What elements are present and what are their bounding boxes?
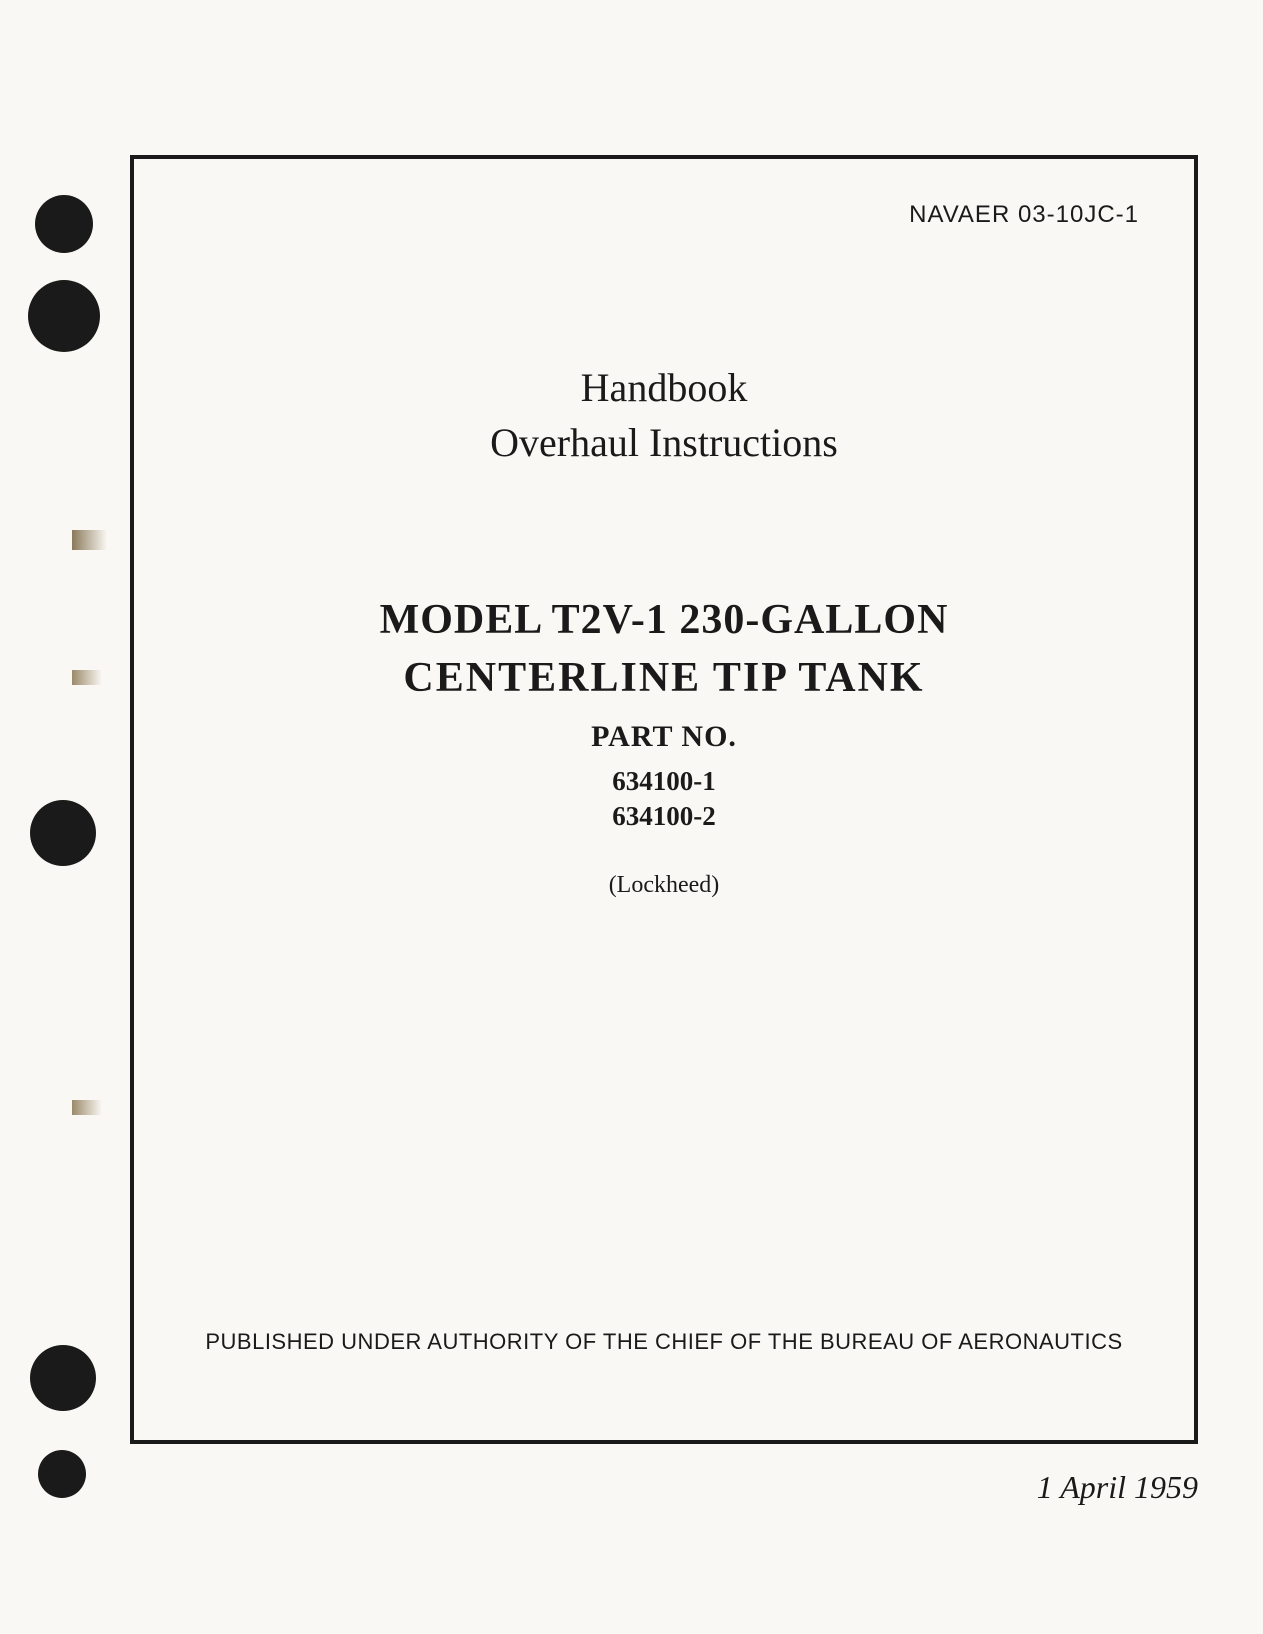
publication-date: 1 April 1959	[1037, 1469, 1198, 1506]
punch-hole-icon	[30, 1345, 96, 1411]
title-overhaul: Overhaul Instructions	[194, 419, 1134, 466]
punch-hole-icon	[38, 1450, 86, 1498]
title-handbook: Handbook	[194, 364, 1134, 411]
authority-statement: PUBLISHED UNDER AUTHORITY OF THE CHIEF O…	[134, 1329, 1194, 1355]
model-line-2: CENTERLINE TIP TANK	[194, 654, 1134, 702]
model-section: MODEL T2V-1 230-GALLON CENTERLINE TIP TA…	[194, 596, 1134, 899]
manufacturer: (Lockheed)	[194, 872, 1134, 899]
model-line-1: MODEL T2V-1 230-GALLON	[194, 596, 1134, 644]
part-number-1: 634100-1	[194, 766, 1134, 797]
tear-mark-icon	[72, 1100, 102, 1115]
content-frame: NAVAER 03-10JC-1 Handbook Overhaul Instr…	[130, 155, 1198, 1444]
punch-hole-icon	[35, 195, 93, 253]
tear-mark-icon	[72, 530, 107, 550]
part-no-label: PART NO.	[194, 720, 1134, 754]
title-section: Handbook Overhaul Instructions	[194, 364, 1134, 466]
punch-hole-icon	[28, 280, 100, 352]
document-number: NAVAER 03-10JC-1	[909, 201, 1139, 229]
punch-hole-icon	[30, 800, 96, 866]
page-container: NAVAER 03-10JC-1 Handbook Overhaul Instr…	[0, 0, 1263, 1634]
part-number-2: 634100-2	[194, 801, 1134, 832]
tear-mark-icon	[72, 670, 102, 685]
